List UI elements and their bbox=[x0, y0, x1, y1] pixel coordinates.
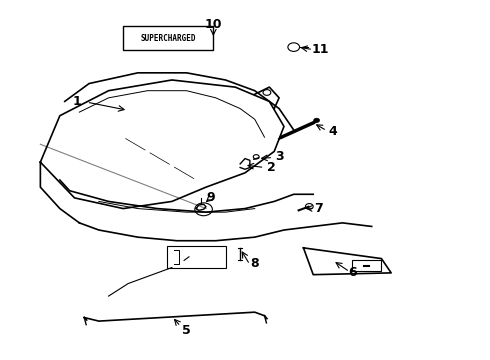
Text: 4: 4 bbox=[328, 125, 337, 138]
Circle shape bbox=[314, 118, 319, 122]
FancyBboxPatch shape bbox=[123, 26, 213, 50]
Text: 7: 7 bbox=[314, 202, 322, 215]
Text: 9: 9 bbox=[207, 192, 215, 204]
Text: 3: 3 bbox=[275, 150, 283, 163]
Bar bbox=[352, 260, 381, 271]
Text: 2: 2 bbox=[268, 161, 276, 174]
Text: SUPERCHARGED: SUPERCHARGED bbox=[141, 33, 196, 42]
Text: 5: 5 bbox=[182, 324, 191, 337]
Text: 6: 6 bbox=[348, 266, 357, 279]
Text: 8: 8 bbox=[250, 257, 259, 270]
Text: 11: 11 bbox=[312, 43, 329, 56]
Bar bbox=[167, 246, 225, 267]
Text: 10: 10 bbox=[205, 18, 222, 31]
Text: 1: 1 bbox=[73, 95, 81, 108]
